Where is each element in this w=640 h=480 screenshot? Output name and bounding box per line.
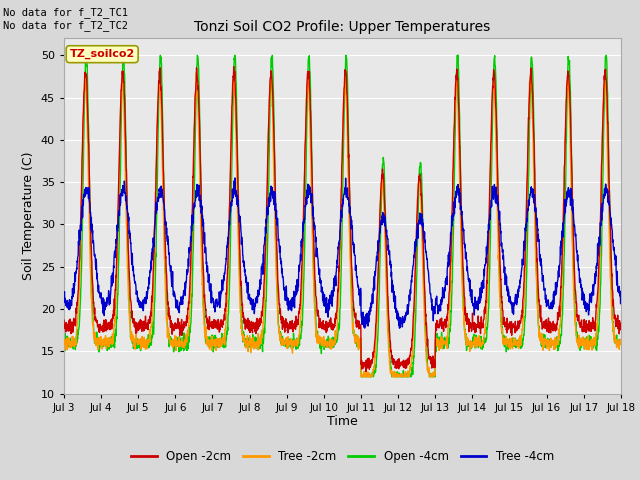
Text: TZ_soilco2: TZ_soilco2 <box>70 49 135 60</box>
Text: No data for f_T2_TC1
No data for f_T2_TC2: No data for f_T2_TC1 No data for f_T2_TC… <box>3 7 128 31</box>
Y-axis label: Soil Temperature (C): Soil Temperature (C) <box>22 152 35 280</box>
X-axis label: Time: Time <box>327 415 358 429</box>
Title: Tonzi Soil CO2 Profile: Upper Temperatures: Tonzi Soil CO2 Profile: Upper Temperatur… <box>195 21 490 35</box>
Legend: Open -2cm, Tree -2cm, Open -4cm, Tree -4cm: Open -2cm, Tree -2cm, Open -4cm, Tree -4… <box>126 445 559 468</box>
